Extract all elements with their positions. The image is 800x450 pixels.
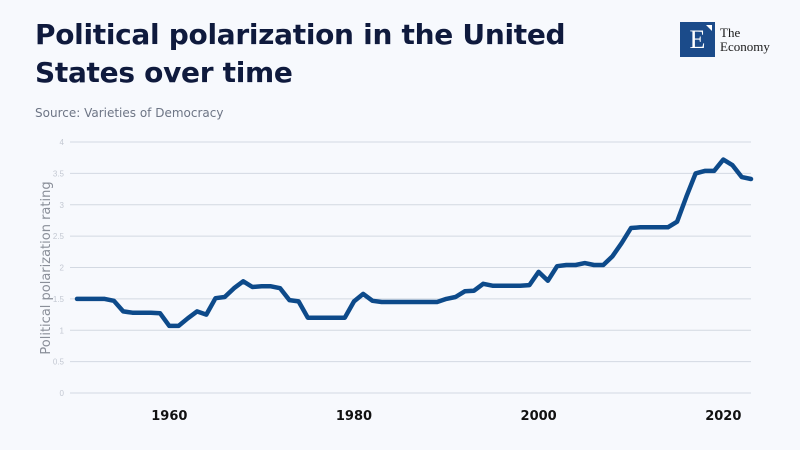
gridlines: [70, 141, 751, 394]
x-tick-label: 2020: [705, 409, 741, 424]
x-tick-label: 1980: [336, 409, 372, 424]
the-economy-logo: E The Economy: [680, 22, 770, 57]
y-tick-label: 3.5: [53, 169, 65, 178]
x-axis-ticks: 1960 1980 2000 2020: [151, 409, 741, 424]
series-layer: [74, 157, 754, 329]
series-line-polarization: [74, 157, 754, 329]
y-tick-label: 2.5: [53, 232, 65, 241]
x-tick-label: 1960: [151, 409, 187, 424]
y-tick-label: 3: [60, 201, 65, 210]
y-tick-label: 1.5: [53, 295, 65, 304]
logo-e-icon: E: [680, 22, 715, 57]
chart-title: Political polarization in the United Sta…: [35, 18, 566, 89]
logo-wordmark: The Economy: [720, 24, 770, 54]
logo-line-2: Economy: [720, 38, 770, 54]
y-tick-label: 0: [60, 389, 65, 398]
y-tick-label: 0.5: [53, 358, 65, 367]
y-tick-label: 1: [60, 326, 65, 335]
y-tick-label: 2: [60, 264, 65, 273]
chart-source: Source: Varieties of Democracy: [35, 106, 224, 120]
y-axis-ticks: 0 0.5 1 1.5 2 2.5 3 3.5 4: [53, 138, 65, 398]
y-axis-label: Political polarization rating: [39, 181, 54, 354]
x-tick-label: 2000: [521, 409, 557, 424]
logo-line-1: The: [720, 24, 741, 40]
y-tick-label: 4: [60, 138, 65, 147]
